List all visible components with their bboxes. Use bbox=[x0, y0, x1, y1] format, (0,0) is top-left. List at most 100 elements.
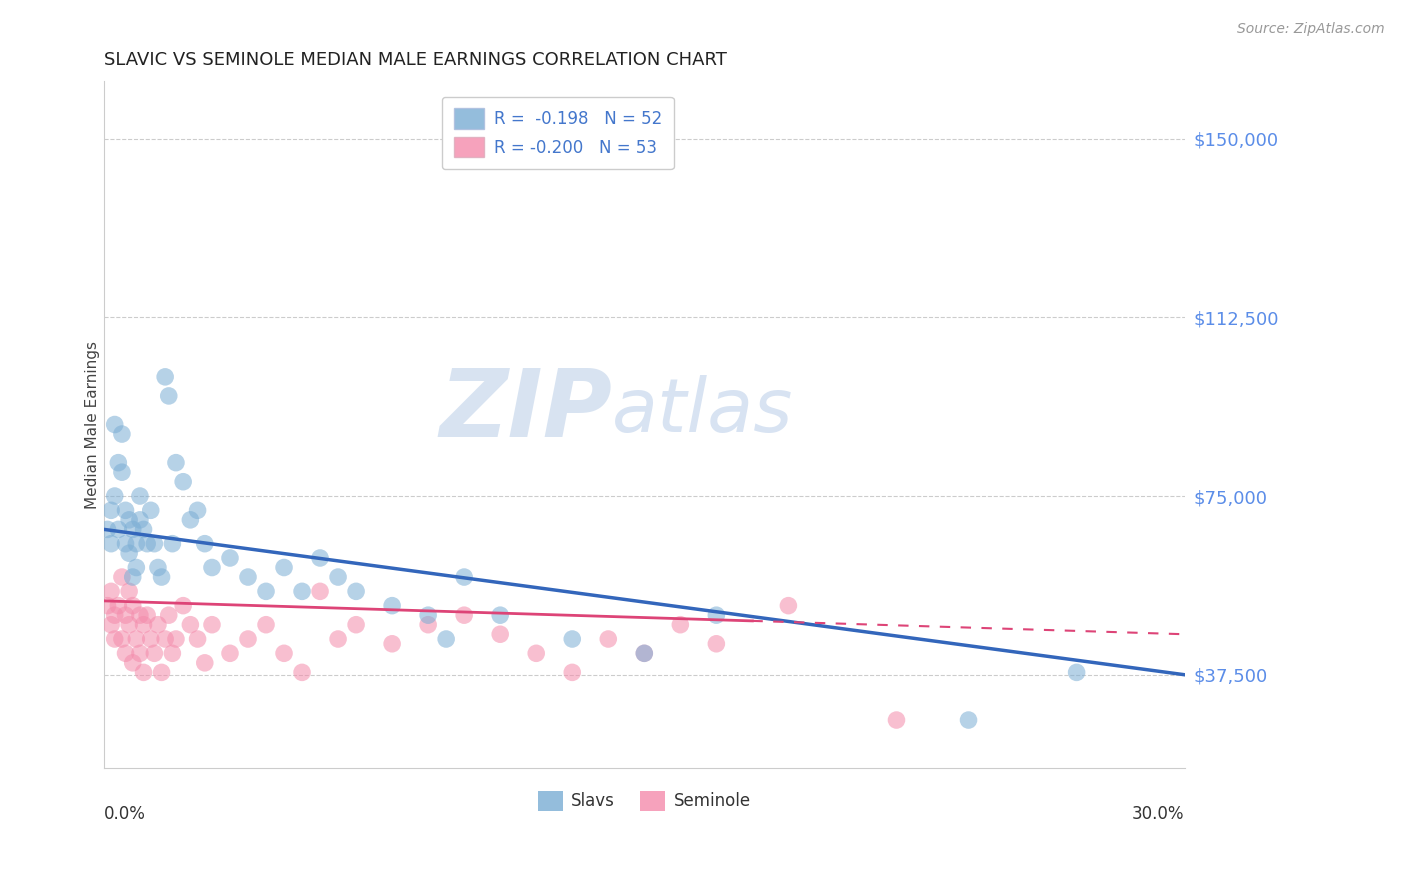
Point bbox=[291, 584, 314, 599]
Point bbox=[132, 665, 155, 680]
Point bbox=[291, 665, 314, 680]
Point bbox=[136, 537, 159, 551]
Point bbox=[179, 513, 201, 527]
Point bbox=[146, 617, 169, 632]
Point bbox=[489, 627, 512, 641]
Point bbox=[165, 632, 187, 646]
Point bbox=[132, 522, 155, 536]
Point bbox=[150, 665, 173, 680]
Point bbox=[118, 546, 141, 560]
Point bbox=[96, 599, 118, 613]
Y-axis label: Median Male Earnings: Median Male Earnings bbox=[86, 341, 100, 508]
Point bbox=[704, 637, 727, 651]
Point bbox=[434, 632, 457, 646]
Point bbox=[157, 608, 180, 623]
Point bbox=[778, 599, 800, 613]
Point bbox=[104, 417, 127, 432]
Text: Source: ZipAtlas.com: Source: ZipAtlas.com bbox=[1237, 22, 1385, 37]
Point bbox=[633, 646, 655, 660]
Point bbox=[107, 456, 129, 470]
Point bbox=[111, 427, 134, 442]
Point bbox=[598, 632, 620, 646]
Point bbox=[561, 665, 583, 680]
Point bbox=[114, 646, 136, 660]
Point bbox=[886, 713, 908, 727]
Point bbox=[100, 503, 122, 517]
Point bbox=[132, 617, 155, 632]
Point bbox=[236, 632, 259, 646]
Point bbox=[111, 632, 134, 646]
Point bbox=[107, 522, 129, 536]
Point bbox=[381, 599, 404, 613]
Text: SLAVIC VS SEMINOLE MEDIAN MALE EARNINGS CORRELATION CHART: SLAVIC VS SEMINOLE MEDIAN MALE EARNINGS … bbox=[104, 51, 727, 69]
Point bbox=[118, 617, 141, 632]
Point bbox=[254, 584, 277, 599]
Point bbox=[309, 584, 332, 599]
Point bbox=[219, 646, 242, 660]
Point bbox=[326, 570, 349, 584]
Point bbox=[104, 608, 127, 623]
Point bbox=[418, 617, 440, 632]
Point bbox=[344, 584, 367, 599]
Point bbox=[111, 465, 134, 479]
Point bbox=[143, 537, 166, 551]
Point bbox=[121, 599, 143, 613]
Point bbox=[172, 475, 194, 489]
Point bbox=[96, 522, 118, 536]
Point bbox=[344, 617, 367, 632]
Point bbox=[633, 646, 655, 660]
Point bbox=[254, 617, 277, 632]
Point bbox=[114, 608, 136, 623]
Point bbox=[187, 503, 209, 517]
Point bbox=[114, 537, 136, 551]
Point bbox=[704, 608, 727, 623]
Point bbox=[201, 560, 224, 574]
Point bbox=[219, 551, 242, 566]
Point bbox=[194, 537, 217, 551]
Point bbox=[561, 632, 583, 646]
Point bbox=[326, 632, 349, 646]
Legend: Slavs, Seminole: Slavs, Seminole bbox=[529, 780, 761, 822]
Point bbox=[153, 369, 176, 384]
Point bbox=[139, 632, 162, 646]
Point bbox=[669, 617, 692, 632]
Point bbox=[273, 646, 295, 660]
Point bbox=[165, 456, 187, 470]
Point bbox=[139, 503, 162, 517]
Point bbox=[143, 646, 166, 660]
Point bbox=[104, 632, 127, 646]
Point bbox=[114, 503, 136, 517]
Point bbox=[453, 608, 475, 623]
Text: ZIP: ZIP bbox=[439, 365, 612, 457]
Point bbox=[418, 608, 440, 623]
Point bbox=[201, 617, 224, 632]
Point bbox=[136, 608, 159, 623]
Point bbox=[309, 551, 332, 566]
Point bbox=[104, 489, 127, 503]
Point bbox=[125, 537, 148, 551]
Point bbox=[118, 513, 141, 527]
Point bbox=[118, 584, 141, 599]
Point bbox=[125, 560, 148, 574]
Point bbox=[129, 489, 152, 503]
Text: 30.0%: 30.0% bbox=[1132, 805, 1185, 823]
Point bbox=[957, 713, 980, 727]
Point bbox=[179, 617, 201, 632]
Point bbox=[157, 389, 180, 403]
Point bbox=[524, 646, 547, 660]
Point bbox=[125, 632, 148, 646]
Point bbox=[111, 570, 134, 584]
Point bbox=[153, 632, 176, 646]
Point bbox=[121, 656, 143, 670]
Point bbox=[100, 617, 122, 632]
Point bbox=[100, 537, 122, 551]
Point bbox=[1066, 665, 1088, 680]
Point bbox=[150, 570, 173, 584]
Point bbox=[162, 537, 184, 551]
Point bbox=[129, 608, 152, 623]
Point bbox=[121, 522, 143, 536]
Point bbox=[172, 599, 194, 613]
Point bbox=[273, 560, 295, 574]
Point bbox=[121, 570, 143, 584]
Point bbox=[381, 637, 404, 651]
